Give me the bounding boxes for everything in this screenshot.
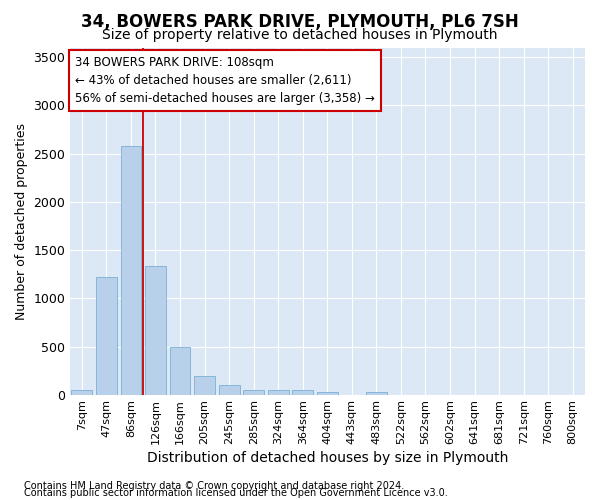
Bar [145,266,166,395]
Bar [292,390,313,395]
Bar [243,390,264,395]
Bar [366,392,387,395]
Bar [96,276,117,395]
Bar [218,385,239,395]
Bar [194,376,215,395]
Bar [71,390,92,395]
Bar [170,346,190,395]
Y-axis label: Number of detached properties: Number of detached properties [15,122,28,320]
Bar [121,146,142,395]
X-axis label: Distribution of detached houses by size in Plymouth: Distribution of detached houses by size … [146,451,508,465]
Bar [317,392,338,395]
Text: Contains HM Land Registry data © Crown copyright and database right 2024.: Contains HM Land Registry data © Crown c… [24,481,404,491]
Text: 34 BOWERS PARK DRIVE: 108sqm
← 43% of detached houses are smaller (2,611)
56% of: 34 BOWERS PARK DRIVE: 108sqm ← 43% of de… [75,56,374,105]
Text: Contains public sector information licensed under the Open Government Licence v3: Contains public sector information licen… [24,488,448,498]
Bar [268,390,289,395]
Text: 34, BOWERS PARK DRIVE, PLYMOUTH, PL6 7SH: 34, BOWERS PARK DRIVE, PLYMOUTH, PL6 7SH [81,12,519,30]
Text: Size of property relative to detached houses in Plymouth: Size of property relative to detached ho… [102,28,498,42]
